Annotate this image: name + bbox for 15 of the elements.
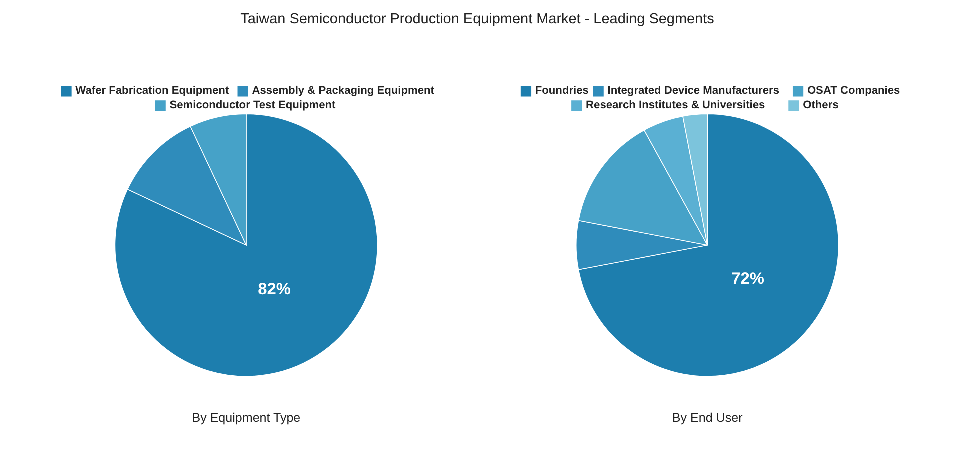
legend-label: Research Institutes & Universities <box>586 99 766 112</box>
legend-label: Semiconductor Test Equipment <box>170 99 336 112</box>
pie-slice <box>115 114 378 377</box>
legend-label: OSAT Companies <box>807 84 900 97</box>
legend-label: Foundries <box>535 84 589 97</box>
text: By Equipment Type <box>192 410 301 425</box>
data-label: 72% <box>732 270 765 288</box>
legend-label: Wafer Fabrication Equipment <box>76 84 230 97</box>
legend-label: Integrated Device Manufacturers <box>608 84 780 97</box>
text: By End User <box>672 410 743 425</box>
data-label: 82% <box>258 280 292 299</box>
text: Taiwan Semiconductor Production Equipment Market - Leading Segments <box>240 11 714 28</box>
legend-label: Assembly & Packaging Equipment <box>252 84 435 97</box>
pie-slice <box>578 114 840 377</box>
legend-label: Others <box>803 99 839 112</box>
